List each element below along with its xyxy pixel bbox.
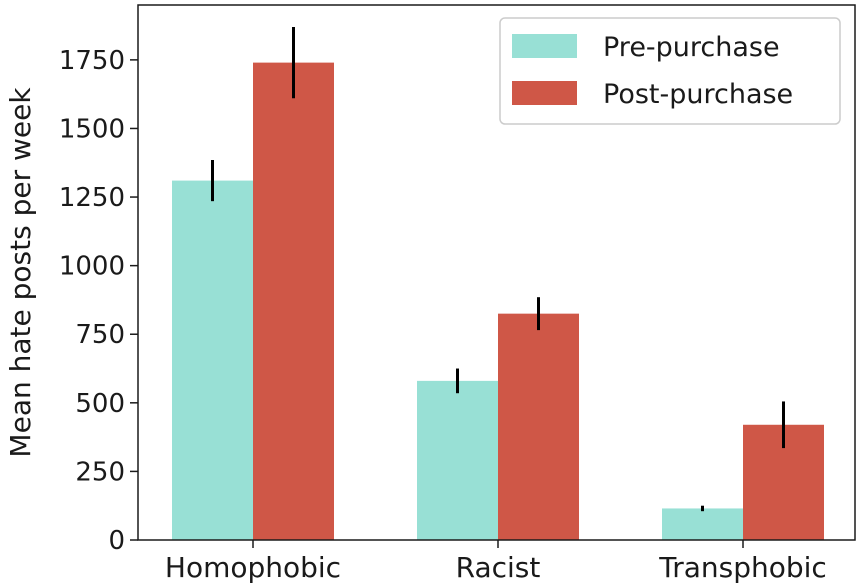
y-tick-label: 500 [75, 389, 125, 419]
error-bars [211, 26, 785, 512]
legend-box [499, 17, 841, 125]
legend-swatch [512, 81, 577, 105]
x-tick-label: Transphobic [658, 551, 827, 584]
bars [172, 62, 824, 541]
legend-label: Pre-purchase [603, 32, 780, 63]
bar-pre-purchase-racist [417, 380, 498, 540]
bar-post-purchase-racist [498, 313, 579, 540]
y-tick-label: 250 [75, 457, 125, 487]
y-tick-label: 1000 [59, 252, 125, 282]
y-tick-label: 0 [108, 526, 125, 556]
legend-swatch [512, 34, 577, 58]
y-axis-title: Mean hate posts per week [4, 87, 37, 458]
x-tick-label: Homophobic [165, 551, 341, 584]
x-tick-label: Racist [456, 551, 541, 584]
plot-frame [137, 4, 856, 541]
axes [137, 4, 856, 541]
legend: Pre-purchase Post-purchase [499, 17, 841, 125]
bar-pre-purchase-homophobic [172, 180, 253, 541]
ticks: 0 250 500 750 1000 1250 1500 1750 Homophobic Raci… [59, 46, 827, 584]
y-tick-label: 1500 [59, 114, 125, 144]
y-tick-label: 750 [75, 320, 125, 350]
bar-post-purchase-homophobic [253, 62, 334, 540]
bar-pre-purchase-transphobic [662, 508, 743, 540]
y-tick-label: 1750 [59, 46, 125, 76]
y-tick-label: 1250 [59, 183, 125, 213]
legend-label: Post-purchase [603, 79, 793, 110]
